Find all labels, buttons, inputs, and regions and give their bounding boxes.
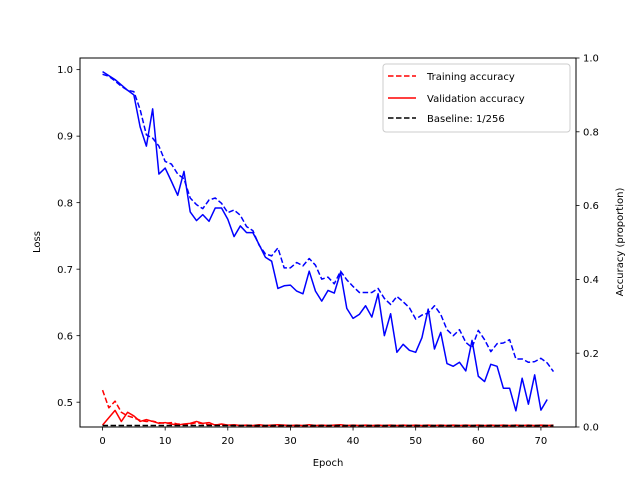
x-tick-label-20: 20: [221, 436, 234, 447]
x-tick-label-60: 60: [472, 436, 485, 447]
series-line-loss-solid: [102, 70, 548, 412]
x-tick-label-0: 0: [99, 436, 105, 447]
plot-frame: [79, 57, 577, 428]
legend-label-baseline: Baseline: 1/256: [427, 114, 505, 125]
legend-label-validation-accuracy: Validation accuracy: [427, 94, 525, 105]
x-tick-label-30: 30: [284, 436, 297, 447]
y-left-tick-label-1-0: 1.0: [57, 65, 73, 76]
x-tick-label-40: 40: [347, 436, 360, 447]
legend-label-training-accuracy: Training accuracy: [426, 72, 515, 83]
y-axis-right-label: Accuracy (proportion): [615, 188, 626, 297]
y-right-tick-label-0-8: 0.8: [583, 127, 599, 138]
x-axis: 0 10 20 30 40 50 60 70: [99, 427, 547, 447]
y-right-tick-label-0-0: 0.0: [583, 423, 599, 434]
legend-box: [382, 63, 571, 133]
y-right-tick-label-0-2: 0.2: [583, 349, 599, 360]
y-axis-right: 0.0 0.2 0.4 0.6 0.8 1.0: [576, 54, 599, 434]
y-right-tick-label-0-6: 0.6: [583, 201, 599, 212]
series-line-loss-dashed: [102, 73, 555, 373]
y-left-tick-label-0-6: 0.6: [57, 331, 73, 342]
y-left-tick-label-0-7: 0.7: [57, 265, 73, 276]
y-left-tick-label-0-9: 0.9: [57, 132, 73, 143]
x-tick-label-10: 10: [159, 436, 172, 447]
y-axis-left: 0.5 0.6 0.7 0.8 0.9 1.0: [57, 65, 80, 409]
x-axis-label: Epoch: [313, 458, 344, 469]
y-left-tick-label-0-8: 0.8: [57, 198, 73, 209]
y-left-tick-label-0-5: 0.5: [57, 398, 73, 409]
series-layer: [101, 70, 555, 428]
y-right-tick-label-1-0: 1.0: [583, 54, 599, 65]
y-right-tick-label-0-4: 0.4: [583, 275, 599, 286]
x-tick-label-70: 70: [535, 436, 548, 447]
y-axis-left-label: Loss: [32, 231, 43, 253]
legend: Training accuracy Validation accuracy Ba…: [382, 63, 571, 133]
x-tick-label-50: 50: [409, 436, 422, 447]
